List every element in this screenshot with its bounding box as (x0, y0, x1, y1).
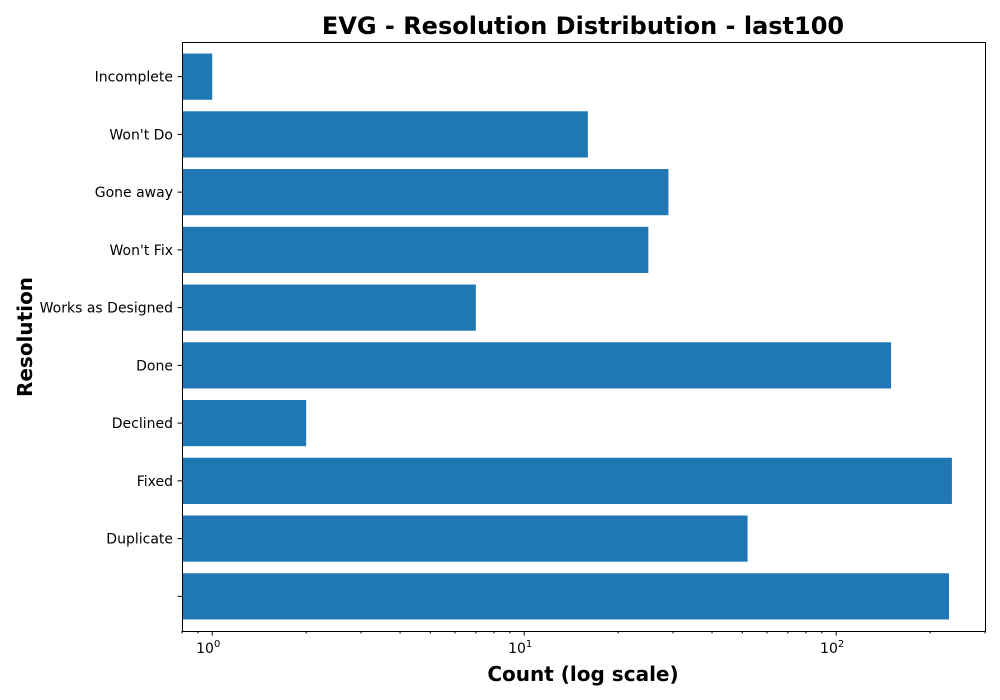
y-tick-label: Won't Do (109, 127, 173, 143)
bar (182, 169, 669, 216)
plot-frame (182, 42, 986, 632)
y-tick-label: Works as Designed (40, 301, 173, 317)
y-axis-ticks: Duplicate Fixed Declined Done Works as Desig… (40, 70, 182, 597)
x-tick-label: 101 (508, 639, 532, 657)
y-tick-label: Fixed (137, 474, 173, 490)
bar (182, 111, 588, 158)
bar (182, 226, 649, 273)
bar (182, 457, 952, 504)
y-tick-label: Duplicate (106, 532, 173, 548)
y-tick-label: Incomplete (95, 70, 173, 86)
bar (182, 53, 213, 100)
bar (182, 573, 950, 620)
bar (182, 284, 476, 331)
y-tick-label: Won't Fix (110, 243, 173, 259)
bar (182, 400, 307, 447)
bar (182, 342, 892, 389)
x-axis-label: Count (log scale) (487, 662, 678, 686)
bar (182, 515, 748, 562)
y-axis-label: Resolution (13, 277, 37, 397)
x-tick-label: 100 (196, 639, 220, 657)
y-tick-label: Done (136, 358, 173, 374)
x-tick-label: 102 (820, 639, 844, 657)
y-tick-label: Gone away (95, 185, 173, 201)
y-tick-label: Declined (112, 416, 173, 432)
bars (182, 53, 952, 620)
chart-title: EVG - Resolution Distribution - last100 (322, 12, 844, 40)
x-axis-ticks: 100 101 102 (181, 631, 986, 657)
